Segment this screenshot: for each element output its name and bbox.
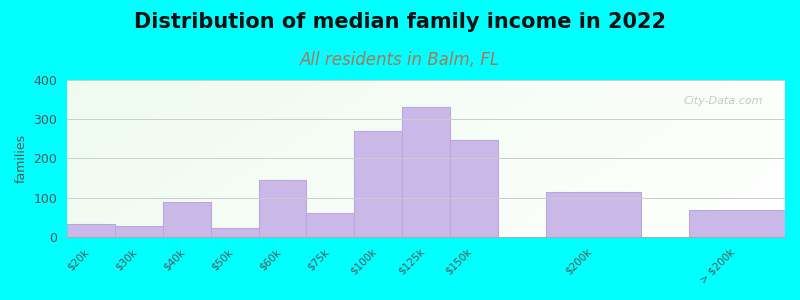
Bar — [210, 228, 258, 237]
Y-axis label: families: families — [15, 134, 28, 183]
Bar — [690, 210, 785, 237]
Bar — [67, 224, 115, 237]
Bar — [450, 140, 498, 237]
Text: All residents in Balm, FL: All residents in Balm, FL — [300, 51, 500, 69]
Bar — [546, 192, 642, 237]
Bar — [258, 180, 306, 237]
Bar — [163, 202, 210, 237]
Text: Distribution of median family income in 2022: Distribution of median family income in … — [134, 12, 666, 32]
Text: City-Data.com: City-Data.com — [684, 96, 763, 106]
Bar — [115, 226, 163, 237]
Bar — [354, 131, 402, 237]
Bar — [306, 212, 354, 237]
Bar — [402, 107, 450, 237]
